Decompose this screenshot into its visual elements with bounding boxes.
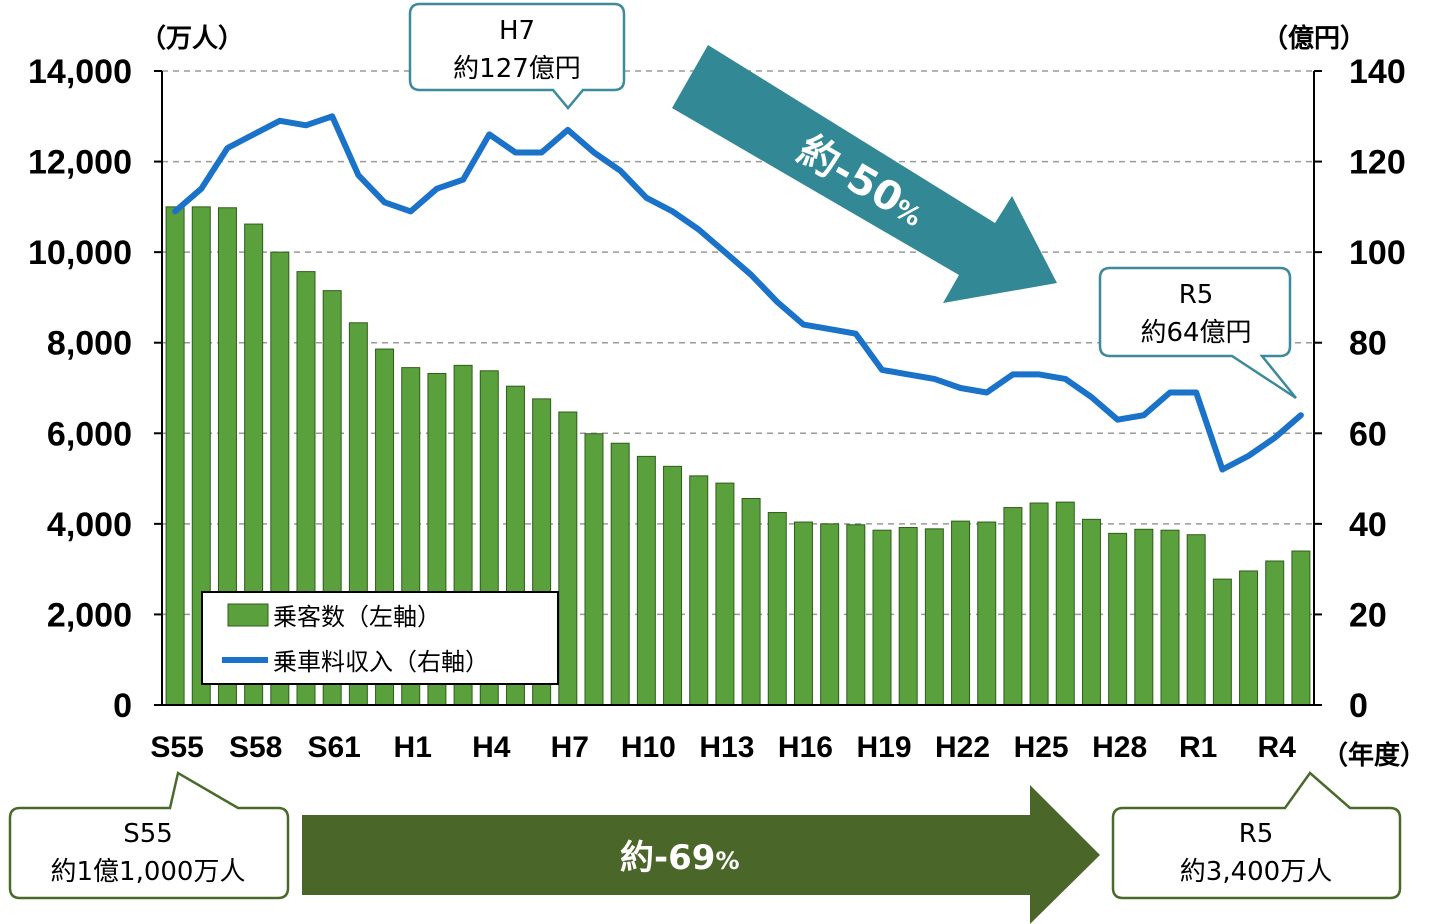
legend-swatch-passengers	[227, 603, 269, 627]
y-tick-right: 100	[1349, 234, 1406, 272]
y-tick-left: 14,000	[28, 53, 132, 91]
passenger-change-prefix: 約	[620, 838, 654, 878]
passenger-change-value: -69	[654, 838, 715, 878]
axes	[154, 70, 1322, 706]
bar-H10	[636, 455, 656, 706]
y-tick-right: 60	[1349, 415, 1387, 453]
y-tick-right: 120	[1349, 144, 1406, 182]
bar-H12	[689, 475, 709, 706]
y-tick-right: 80	[1349, 325, 1387, 363]
y-tick-left: 2,000	[47, 596, 132, 634]
y-tick-right: 20	[1349, 596, 1387, 634]
legend: 乗客数（左軸） 乗車料収入（右軸）	[201, 591, 559, 685]
bar-H7	[558, 411, 578, 706]
callout-h7-line2: 約127億円	[453, 54, 581, 84]
bar-H20	[898, 526, 918, 706]
y-tick-left: 12,000	[28, 144, 132, 182]
x-tick: H25	[1014, 731, 1069, 764]
callout-r5-revenue-line1: R5	[1179, 280, 1214, 310]
y-tick-left: 10,000	[28, 234, 132, 272]
y-axis-right-unit: （億円）	[1262, 24, 1366, 54]
x-tick: H13	[699, 731, 754, 764]
x-axis-ticks: S55 S58 S61 H1 H4 H7 H10 H13 H16 H19 H22 H25 H28 R1 R4	[150, 731, 1296, 764]
x-tick: R1	[1179, 731, 1217, 764]
bar-H18	[846, 524, 866, 706]
bar-H21	[924, 528, 944, 706]
y-axis-right-ticks: 0 20 40 60 80 100 120 140	[1349, 53, 1406, 725]
x-tick: S55	[150, 731, 203, 764]
bar-H29	[1134, 528, 1154, 706]
x-tick: S61	[307, 731, 360, 764]
y-tick-right: 40	[1349, 506, 1387, 544]
bar-H26	[1055, 501, 1075, 706]
x-tick: H4	[472, 731, 511, 764]
y-tick-left: 6,000	[47, 415, 132, 453]
bar-S55	[165, 206, 185, 706]
y-axis-left-ticks: 0 2,000 4,000 6,000 8,000 10,000 12,000 14,000	[28, 53, 132, 725]
bar-H9	[610, 442, 630, 706]
bar-R3	[1239, 570, 1259, 706]
bar-H14	[741, 497, 761, 706]
bar-H16	[793, 521, 813, 706]
bar-H8	[584, 433, 604, 706]
revenue-line	[172, 113, 1304, 473]
bar-R2	[1212, 578, 1232, 706]
bar-H25	[1029, 502, 1049, 706]
callout-r5-revenue-line2: 約64億円	[1140, 318, 1251, 348]
x-tick: H19	[856, 731, 911, 764]
y-tick-left: 8,000	[47, 325, 132, 363]
callout-s55-line2: 約1億1,000万人	[51, 857, 246, 887]
bar-R1	[1186, 534, 1206, 706]
x-tick: H16	[778, 731, 833, 764]
bar-H23	[977, 521, 997, 706]
x-tick: H7	[551, 731, 589, 764]
bar-H30	[1160, 529, 1180, 706]
callout-s55-line1: S55	[123, 819, 173, 849]
callout-r5-revenue: R5 約64億円	[1098, 266, 1297, 400]
bar-R4	[1265, 560, 1285, 706]
passenger-change-suffix: %	[715, 847, 739, 875]
y-tick-right: 140	[1349, 53, 1406, 91]
y-tick-left: 4,000	[47, 506, 132, 544]
svg-text:約-69%: 約-69%	[620, 838, 739, 878]
passenger-change-arrow: 約-69%	[302, 785, 1100, 924]
passenger-bars	[165, 206, 1311, 706]
bar-H22	[951, 520, 971, 706]
bar-H28	[1108, 532, 1128, 706]
x-tick: H22	[935, 731, 990, 764]
revenue-change-arrow: 約-50%	[672, 45, 1057, 303]
y-tick-left: 0	[113, 687, 132, 725]
y-axis-left-unit: （万人）	[140, 24, 244, 54]
bar-R5	[1291, 550, 1311, 706]
callout-r5-passengers-line1: R5	[1239, 819, 1274, 849]
bar-H27	[1081, 518, 1101, 706]
x-tick: R4	[1258, 731, 1297, 764]
bar-H17	[820, 523, 840, 706]
x-tick: H1	[394, 731, 432, 764]
bar-H11	[663, 465, 683, 706]
callout-h7: H7 約127億円	[408, 2, 626, 110]
x-tick: H10	[621, 731, 676, 764]
bar-H24	[1003, 507, 1023, 706]
callout-r5-passengers: R5 約3,400万人	[1111, 771, 1402, 900]
callout-s55-passengers: S55 約1億1,000万人	[8, 771, 290, 900]
x-tick: H28	[1092, 731, 1147, 764]
x-tick: S58	[229, 731, 282, 764]
legend-label-passengers: 乗客数（左軸）	[273, 603, 441, 631]
callout-h7-line1: H7	[499, 16, 535, 46]
y-tick-right: 0	[1349, 687, 1368, 725]
bar-H15	[767, 512, 787, 706]
callout-r5-passengers-line2: 約3,400万人	[1180, 857, 1332, 887]
x-axis-unit: （年度）	[1322, 740, 1426, 771]
legend-label-revenue: 乗車料収入（右軸）	[273, 648, 489, 676]
bar-H19	[872, 529, 892, 706]
bar-H13	[715, 482, 735, 706]
